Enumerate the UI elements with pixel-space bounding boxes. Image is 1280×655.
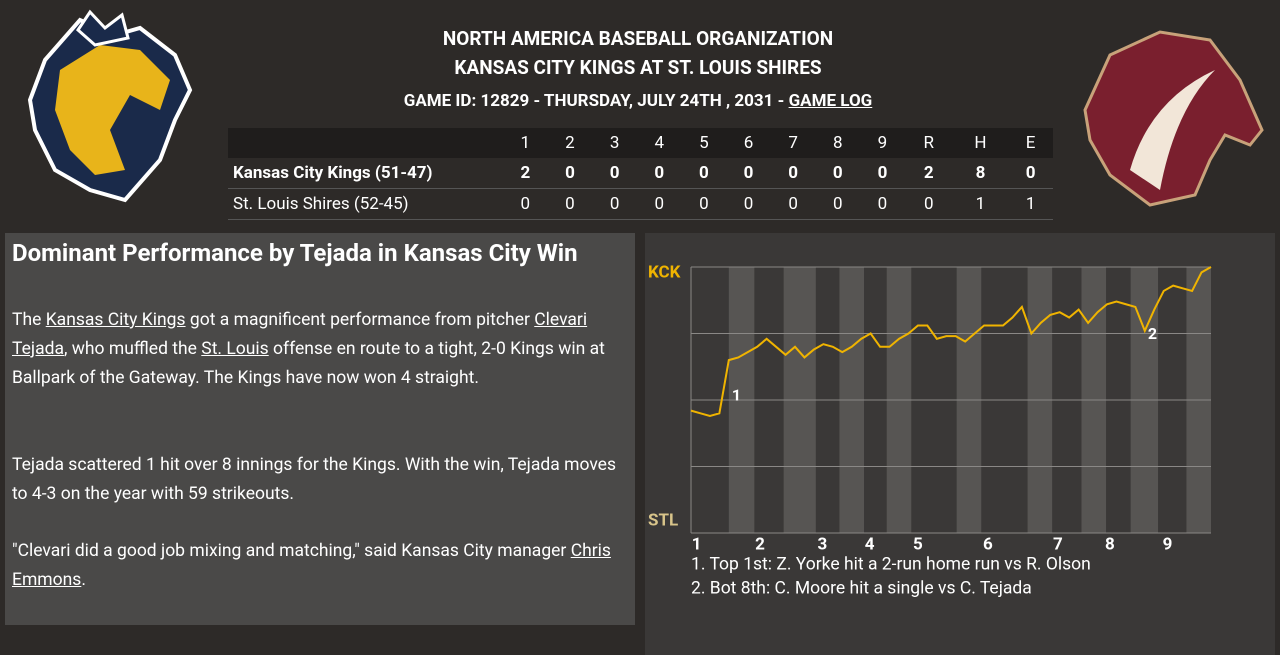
score-cell: 0: [770, 188, 816, 220]
score-cell: 0: [681, 158, 727, 189]
score-cell: 0: [904, 188, 953, 220]
score-cell: 0: [726, 158, 771, 189]
score-cell: 0: [860, 188, 905, 220]
column-header: 3: [592, 128, 637, 158]
shires-logo: [1083, 30, 1264, 207]
score-cell: 0: [860, 158, 905, 189]
score-cell: 0: [726, 188, 771, 220]
score-cell: 0: [592, 158, 637, 189]
paragraph: Tejada scattered 1 hit over 8 innings fo…: [12, 451, 622, 509]
text: , who muffled the: [63, 339, 202, 359]
text: "Clevari did a good job mixing and match…: [12, 541, 571, 561]
score-cell: 8: [952, 158, 1009, 189]
column-header: 6: [726, 128, 771, 158]
text: The: [12, 310, 46, 330]
game-log-link[interactable]: GAME LOG: [788, 91, 873, 111]
score-cell: 0: [770, 158, 816, 189]
team-row: St. Louis Shires (52-45) 0 0 0 0 0 0 0 0 0 0 1 1: [228, 188, 1053, 220]
link[interactable]: St. Louis: [201, 339, 269, 359]
score-cell: 0: [636, 158, 682, 189]
x-tick-label: 3: [818, 534, 828, 554]
kings-logo: [27, 9, 193, 203]
x-tick-label: 7: [1053, 534, 1063, 554]
team-row: Kansas City Kings (51-47) 2 0 0 0 0 0 0 0 0 2 8 0: [228, 158, 1053, 189]
league-title: NORTH AMERICA BASEBALL ORGANIZATION: [442, 27, 834, 50]
paragraph: The Kansas City Kings got a magnificent …: [12, 306, 622, 393]
win-probability-line: [690, 266, 1212, 417]
x-tick-label: 5: [913, 534, 923, 554]
x-tick-label: 9: [1163, 534, 1173, 554]
column-header: 1: [503, 128, 548, 158]
text: Tejada scattered 1 hit over 8 innings fo…: [12, 455, 616, 504]
score-cell: 0: [547, 188, 593, 220]
score-cell: 0: [592, 188, 637, 220]
matchup-title: KANSAS CITY KINGS AT ST. LOUIS SHIRES: [454, 56, 822, 79]
column-header: 9: [860, 128, 905, 158]
y-tick-label: KCK: [648, 262, 681, 282]
link[interactable]: Kansas City Kings: [45, 310, 186, 330]
x-tick-label: 1: [692, 534, 702, 554]
score-cell: 0: [815, 158, 861, 189]
column-header: H: [952, 128, 1009, 158]
column-header: 5: [681, 128, 727, 158]
score-cell: 0: [681, 188, 727, 220]
column-header: 8: [815, 128, 861, 158]
game-id: GAME ID: 12829 - THURSDAY, JULY 24TH , 2…: [403, 91, 789, 111]
score-cell: 2: [503, 158, 548, 189]
corner: [228, 128, 503, 158]
article: Dominant Performance by Tejada in Kansas…: [5, 233, 635, 625]
team-name: Kansas City Kings (51-47): [228, 158, 503, 189]
column-header: 7: [770, 128, 816, 158]
team-name: St. Louis Shires (52-45): [228, 188, 503, 220]
score-cell: 0: [547, 158, 593, 189]
column-header: 2: [547, 128, 593, 158]
score-cell: 0: [815, 188, 861, 220]
text: got a magnificent performance from pitch…: [185, 310, 535, 330]
linescore: 1 2 3 4 5 6 7 8 9 R H E Kansas City Kings (51-47) 2 0 0…: [228, 128, 1053, 220]
text: .: [81, 570, 86, 590]
event-marker: 2: [1148, 324, 1157, 343]
event-marker: 1: [732, 385, 741, 404]
y-tick-label: STL: [648, 510, 678, 530]
column-header: R: [904, 128, 953, 158]
score-cell: 0: [503, 188, 548, 220]
column-header: 4: [636, 128, 682, 158]
game-info: GAME ID: 12829 - THURSDAY, JULY 24TH , 2…: [0, 91, 1276, 111]
link[interactable]: Clevari Tejada: [12, 310, 588, 359]
x-tick-label: 2: [755, 534, 765, 554]
event-note: 2. Bot 8th: C. Moore hit a single vs C. …: [691, 579, 1032, 599]
x-tick-label: 8: [1105, 534, 1115, 554]
text: offense en route to a tight, 2-0 Kings w…: [12, 339, 605, 388]
column-header: E: [1008, 128, 1053, 158]
score-cell: 2: [904, 158, 953, 189]
paragraph: "Clevari did a good job mixing and match…: [12, 537, 622, 595]
score-cell: 1: [1008, 188, 1053, 220]
event-note: 1. Top 1st: Z. Yorke hit a 2-run home ru…: [691, 555, 1091, 575]
article-title: Dominant Performance by Tejada in Kansas…: [12, 239, 578, 267]
link[interactable]: Chris Emmons: [12, 541, 611, 590]
score-cell: 0: [636, 188, 682, 220]
x-tick-label: 4: [865, 534, 875, 554]
score-cell: 0: [1008, 158, 1053, 189]
x-tick-label: 6: [983, 534, 993, 554]
score-cell: 1: [952, 188, 1009, 220]
